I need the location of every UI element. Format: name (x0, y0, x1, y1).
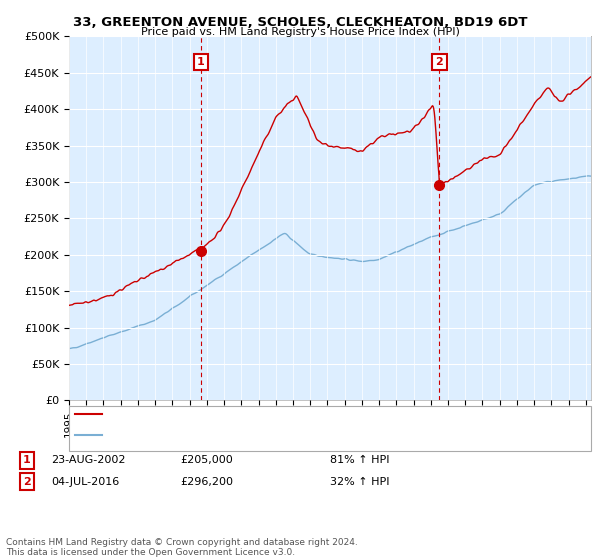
Text: 2: 2 (23, 477, 31, 487)
Text: HPI: Average price, detached house, Kirklees: HPI: Average price, detached house, Kirk… (108, 430, 343, 440)
Text: 32% ↑ HPI: 32% ↑ HPI (330, 477, 389, 487)
Text: 04-JUL-2016: 04-JUL-2016 (51, 477, 119, 487)
Text: 33, GREENTON AVENUE, SCHOLES, CLECKHEATON, BD19 6DT: 33, GREENTON AVENUE, SCHOLES, CLECKHEATO… (73, 16, 527, 29)
Text: 1: 1 (197, 57, 205, 67)
Text: 2: 2 (436, 57, 443, 67)
Text: Price paid vs. HM Land Registry's House Price Index (HPI): Price paid vs. HM Land Registry's House … (140, 27, 460, 37)
Text: £205,000: £205,000 (180, 455, 233, 465)
Text: 33, GREENTON AVENUE, SCHOLES, CLECKHEATON, BD19 6DT (detached house): 33, GREENTON AVENUE, SCHOLES, CLECKHEATO… (108, 409, 524, 419)
Text: £296,200: £296,200 (180, 477, 233, 487)
Text: Contains HM Land Registry data © Crown copyright and database right 2024.
This d: Contains HM Land Registry data © Crown c… (6, 538, 358, 557)
Text: 23-AUG-2002: 23-AUG-2002 (51, 455, 125, 465)
Text: 1: 1 (23, 455, 31, 465)
Text: 81% ↑ HPI: 81% ↑ HPI (330, 455, 389, 465)
